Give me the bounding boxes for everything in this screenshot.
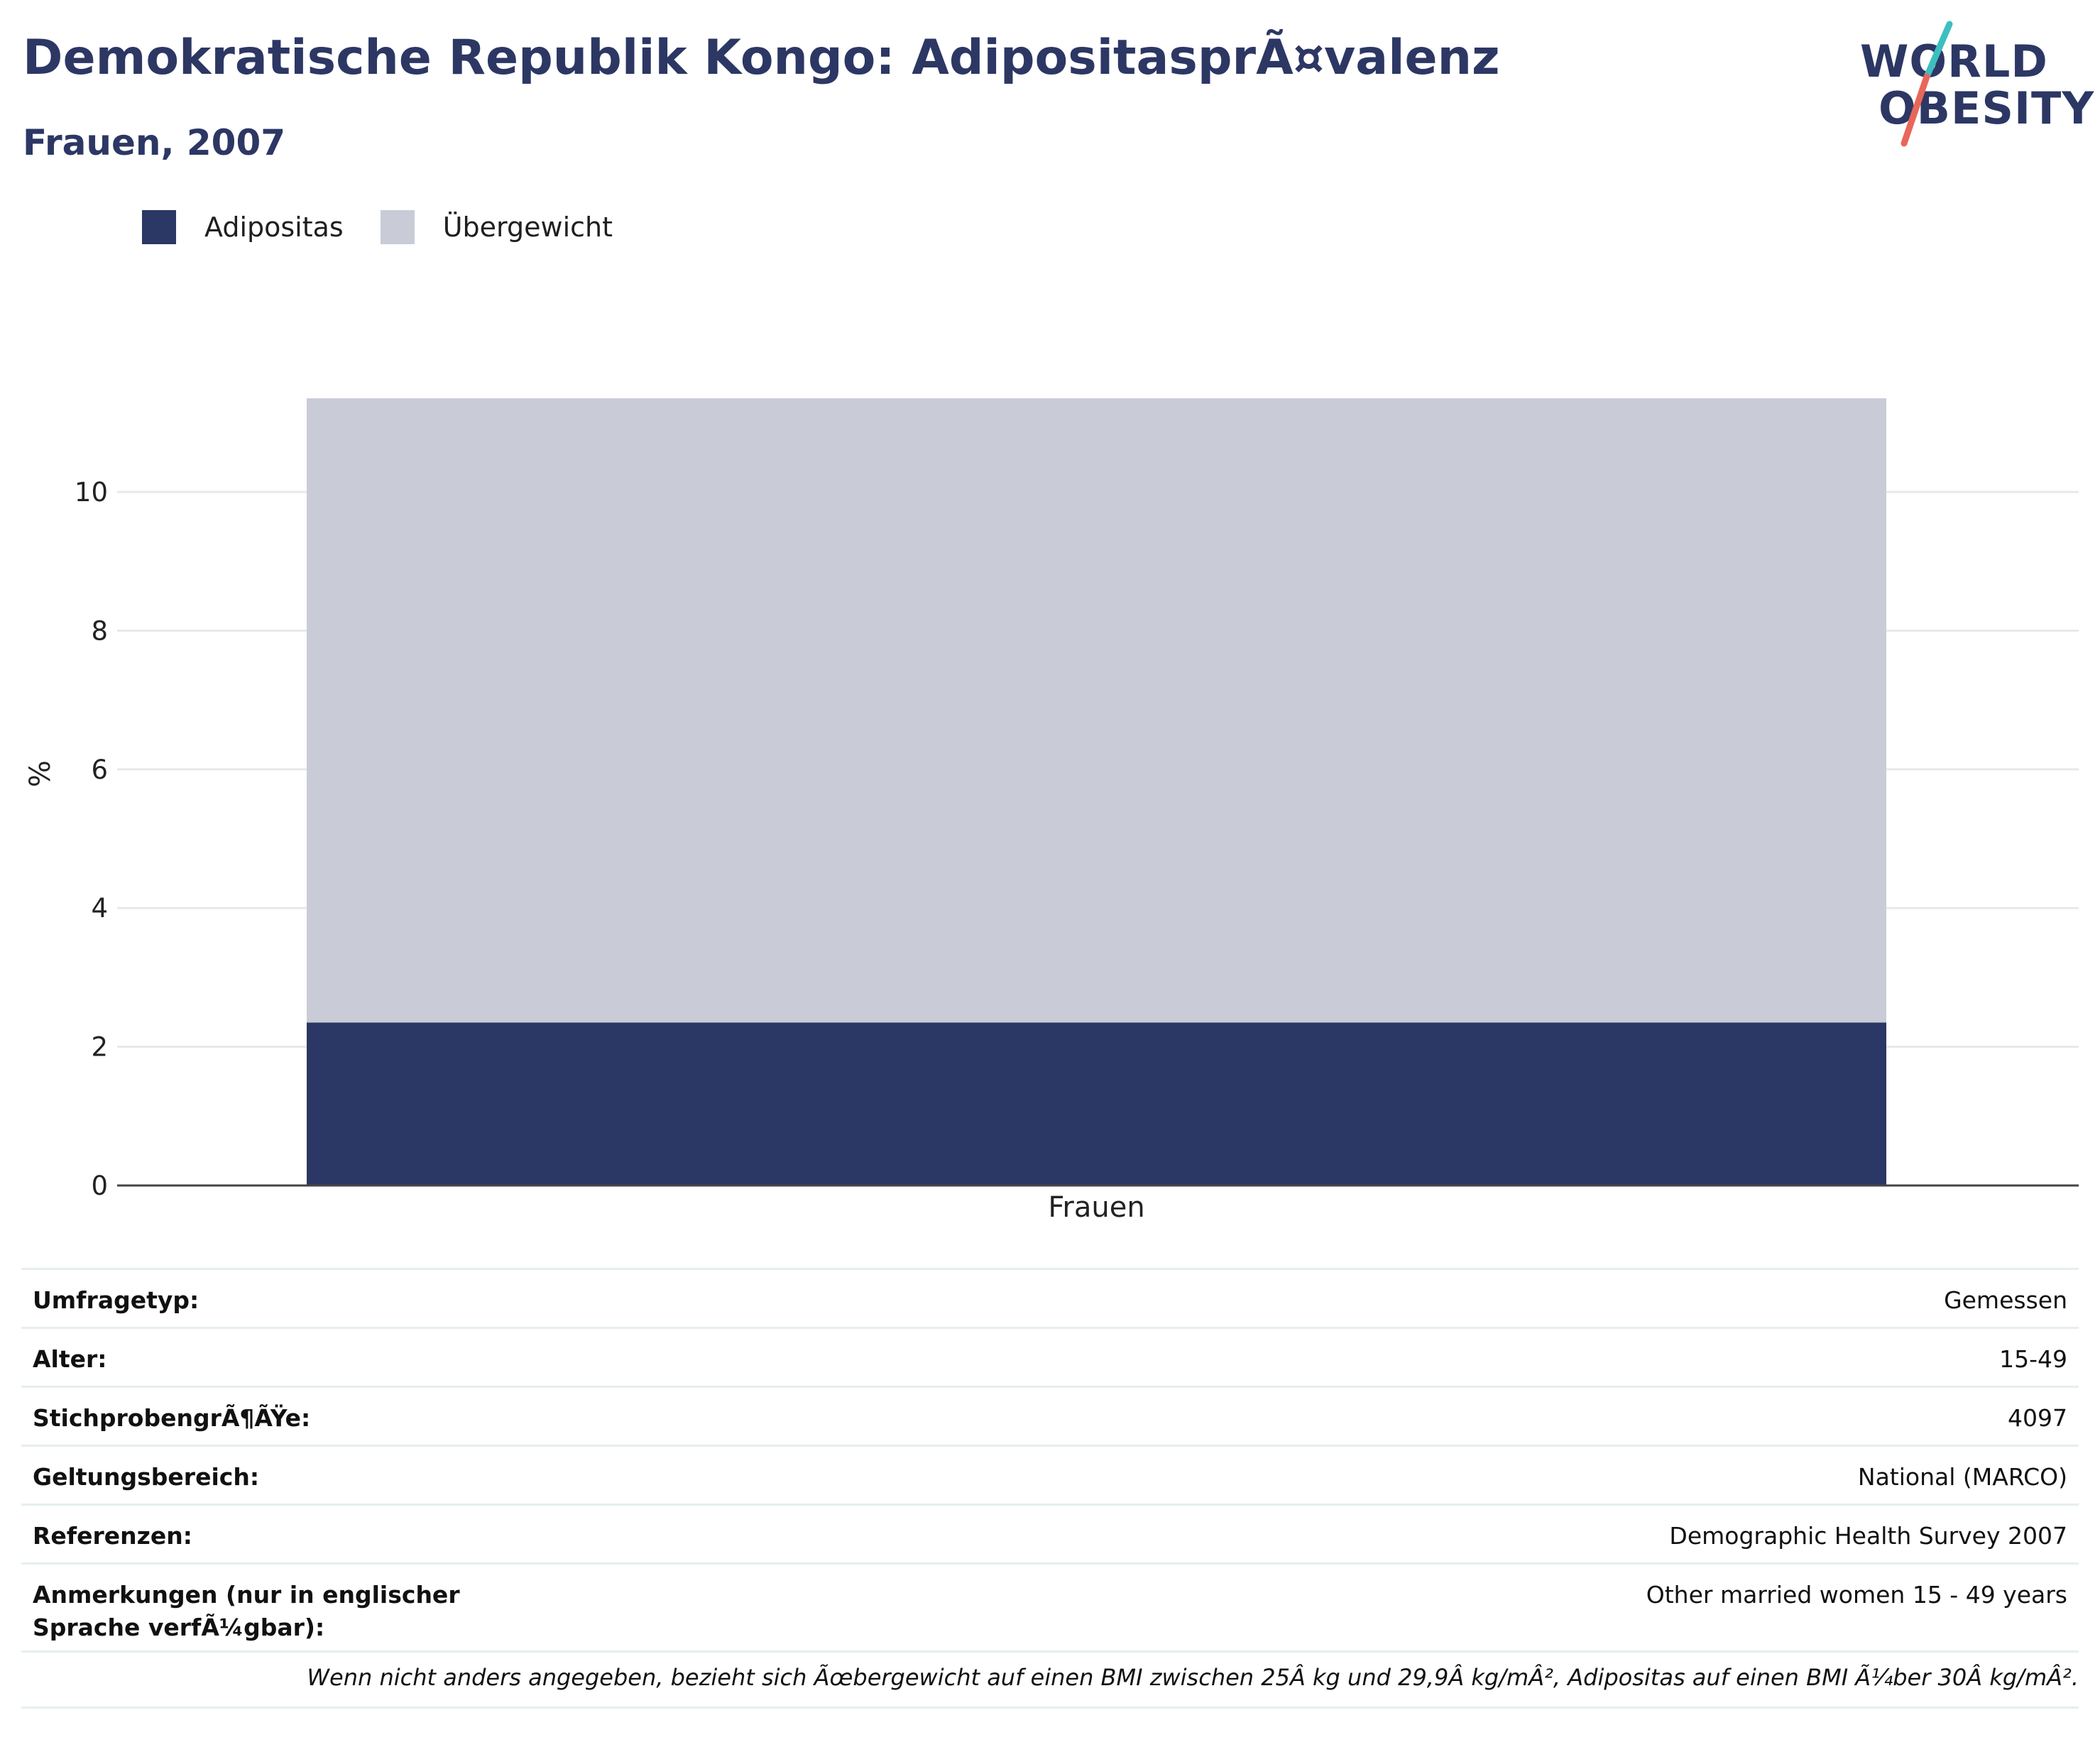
y-tick-label-0: 0 [91, 1171, 108, 1201]
bar-segment-obesity [307, 1022, 1886, 1185]
legend-item-overweight[interactable]: Übergewicht [380, 210, 613, 244]
y-tick-label-4: 4 [91, 893, 108, 924]
chart-legend: Adipositas Übergewicht [142, 210, 650, 244]
info-label: StichprobengrÃ¶ÃŸe: [33, 1404, 311, 1432]
y-tick-label-6: 6 [91, 755, 108, 785]
world-obesity-logo: WORLD OBESITY [1853, 20, 2094, 148]
info-value: 4097 [2008, 1404, 2067, 1432]
chart-title: Demokratische Republik Kongo: Adipositas… [23, 30, 1500, 86]
table-bottom-rule [21, 1707, 2079, 1709]
y-tick-label-8: 8 [91, 615, 108, 646]
info-row: Geltungsbereich: National (MARCO) [21, 1445, 2079, 1504]
chart-subtitle: Frauen, 2007 [23, 122, 286, 163]
info-label: Umfragetyp: [33, 1286, 199, 1314]
info-label: Alter: [33, 1345, 107, 1373]
legend-swatch-obesity [142, 210, 176, 244]
bar-chart: 0 2 4 6 8 10 Frauen% [24, 398, 2079, 1224]
bar-segment-overweight [307, 398, 1886, 1023]
y-tick-label-2: 2 [91, 1032, 108, 1063]
legend-label-overweight: Übergewicht [442, 212, 613, 243]
y-axis-label: % [24, 760, 57, 787]
logo-slash-icon [1901, 21, 1953, 147]
info-label: Geltungsbereich: [33, 1463, 260, 1491]
info-value: 15-49 [1999, 1345, 2067, 1373]
legend-label-obesity: Adipositas [204, 212, 344, 243]
logo-word-world: WORLD [1860, 35, 2048, 87]
info-value: Other married women 15 - 49 years [1646, 1581, 2067, 1609]
x-category-label: Frauen [1048, 1191, 1144, 1224]
legend-swatch-overweight [380, 210, 415, 244]
info-row: Umfragetyp: Gemessen [21, 1268, 2079, 1327]
info-value: Gemessen [1944, 1286, 2067, 1314]
info-value: National (MARCO) [1857, 1463, 2067, 1491]
definition-footnote: Wenn nicht anders angegeben, bezieht sic… [307, 1664, 2079, 1691]
info-row: Referenzen: Demographic Health Survey 200… [21, 1504, 2079, 1562]
info-row: Alter: 15-49 [21, 1327, 2079, 1386]
legend-item-obesity[interactable]: Adipositas [142, 210, 344, 244]
info-label: Anmerkungen (nur in englischer Sprache v… [33, 1581, 460, 1641]
info-row: StichprobengrÃ¶ÃŸe: 4097 [21, 1386, 2079, 1445]
info-label: Referenzen: [33, 1522, 192, 1550]
info-row-divider [21, 1650, 2079, 1653]
info-value: Demographic Health Survey 2007 [1669, 1522, 2067, 1550]
y-tick-label-10: 10 [75, 477, 108, 508]
info-row: Anmerkungen (nur in englischer Sprache v… [21, 1562, 2079, 1650]
